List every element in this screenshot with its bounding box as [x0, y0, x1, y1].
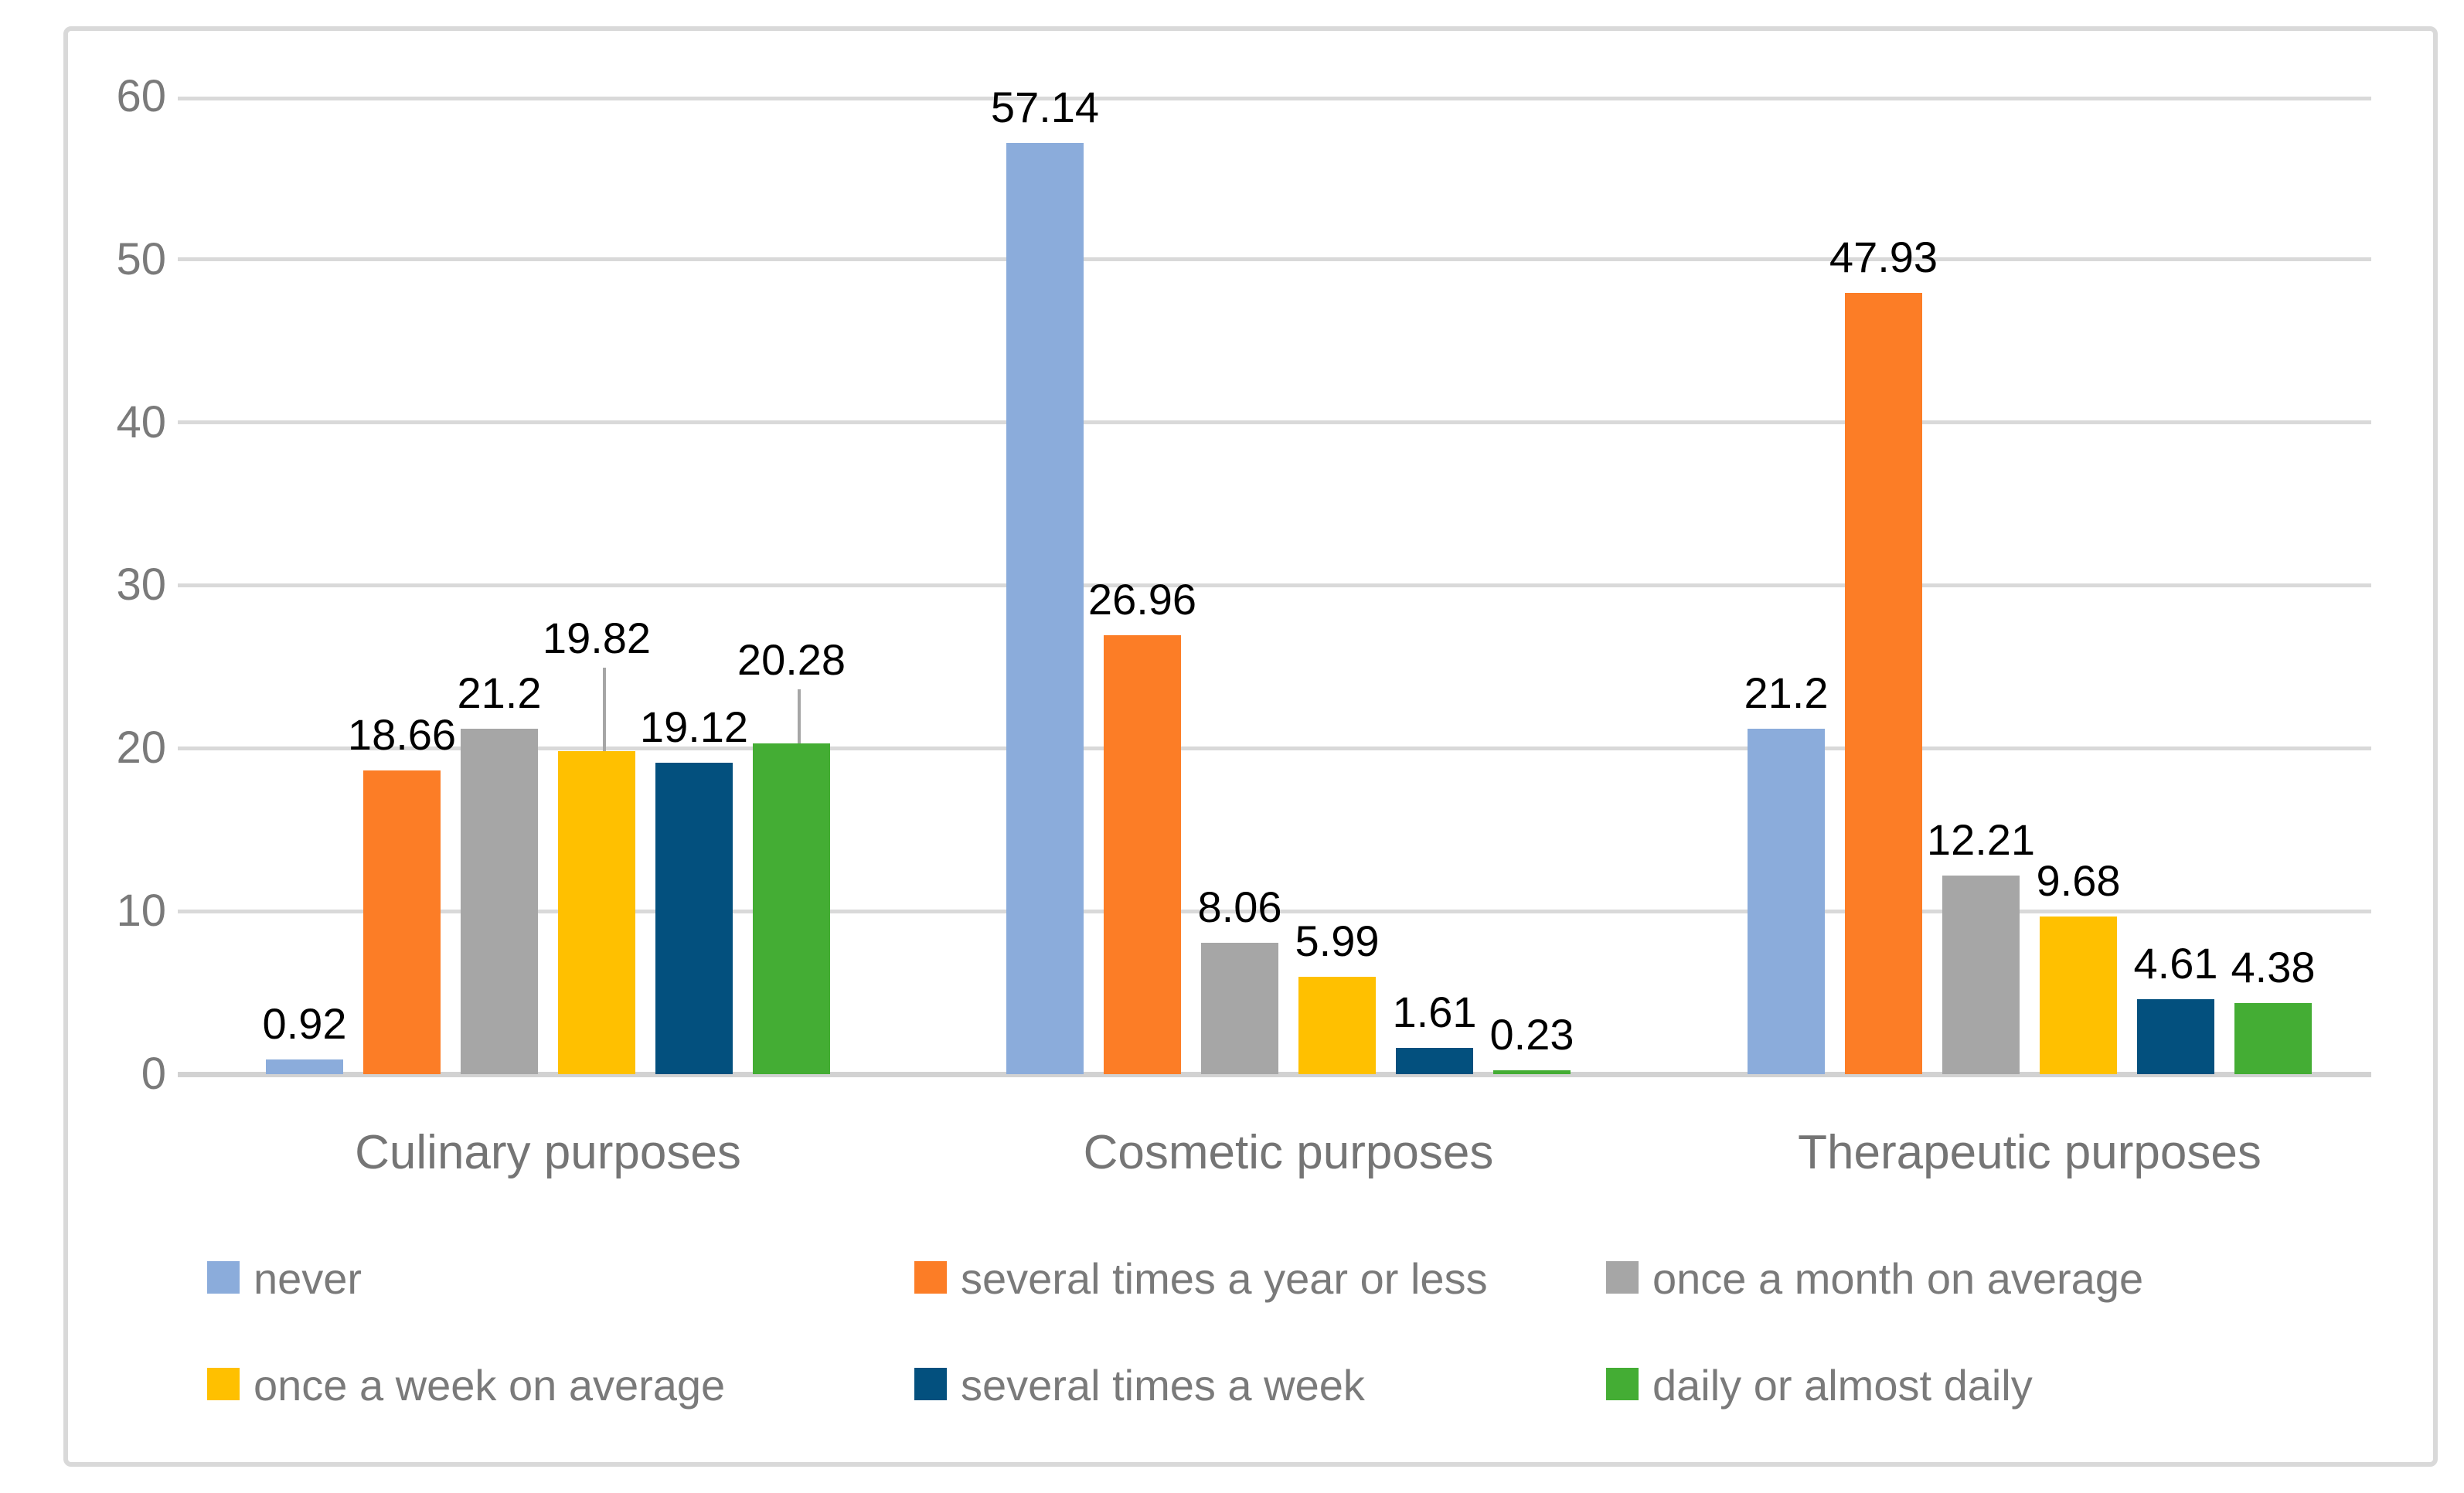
legend-item-never: never [207, 1253, 362, 1311]
legend-label-daily-or-almost-daily: daily or almost daily [1652, 1361, 2033, 1410]
data-label-4-cat-2: 4.61 [2133, 939, 2218, 988]
bar-4-cat-0 [655, 763, 733, 1074]
data-label-3-cat-0: 19.82 [542, 614, 652, 662]
bar-3-cat-0 [558, 751, 635, 1074]
legend-item-several-times-a-week: several times a week [914, 1360, 1365, 1417]
bar-4-cat-2 [2137, 999, 2214, 1074]
gridline-20 [178, 746, 2371, 750]
bar-1-cat-2 [1845, 293, 1922, 1074]
legend-swatch-never [207, 1261, 240, 1294]
label-leader-line-5-cat-0 [798, 689, 801, 743]
bar-group-1 [1006, 97, 1571, 1074]
y-tick-20: 20 [116, 723, 166, 773]
bar-0-cat-2 [1748, 729, 1825, 1074]
x-axis-baseline [178, 1072, 2371, 1077]
gridline-50 [178, 257, 2371, 261]
bar-1-cat-0 [363, 770, 441, 1074]
y-tick-10: 10 [116, 886, 166, 936]
bar-0-cat-1 [1006, 143, 1084, 1074]
bar-0-cat-0 [266, 1059, 343, 1074]
bar-2-cat-2 [1942, 876, 2020, 1074]
bar-group-2 [1748, 97, 2312, 1074]
data-label-4-cat-0: 19.12 [639, 702, 749, 751]
legend-label-once-a-month-on-average: once a month on average [1652, 1254, 2144, 1303]
data-label-1-cat-2: 47.93 [1829, 233, 1938, 281]
category-label-therapeutic: Therapeutic purposes [1798, 1126, 2262, 1179]
bar-2-cat-0 [461, 729, 538, 1074]
legend-swatch-daily-or-almost-daily [1606, 1368, 1639, 1400]
legend-swatch-several-times-a-year-or-less [914, 1261, 947, 1294]
data-label-0-cat-1: 57.14 [990, 83, 1100, 131]
bar-2-cat-1 [1201, 943, 1278, 1074]
legend-label-several-times-a-year-or-less: several times a year or less [961, 1254, 1488, 1303]
data-label-2-cat-0: 21.2 [457, 668, 542, 717]
y-tick-0: 0 [141, 1049, 166, 1099]
legend-item-once-a-month-on-average: once a month on average [1606, 1253, 2143, 1311]
data-label-0-cat-0: 0.92 [262, 999, 347, 1048]
legend-swatch-once-a-month-on-average [1606, 1261, 1639, 1294]
legend-label-never: never [254, 1254, 362, 1303]
data-label-4-cat-1: 1.61 [1392, 988, 1477, 1036]
data-label-5-cat-1: 0.23 [1489, 1010, 1574, 1059]
bar-group-0 [266, 97, 830, 1074]
gridline-30 [178, 583, 2371, 587]
label-leader-line-3-cat-0 [603, 668, 606, 751]
legend-item-once-a-week-on-average: once a week on average [207, 1360, 725, 1417]
legend-swatch-several-times-a-week [914, 1368, 947, 1400]
plot-area: 0.92 18.66 21.2 19.82 19.12 20.28 57.14 26.96 8.… [178, 83, 2371, 1077]
legend-label-once-a-week-on-average: once a week on average [254, 1361, 726, 1410]
bar-5-cat-2 [2234, 1003, 2312, 1074]
y-tick-50: 50 [116, 234, 166, 284]
bar-3-cat-1 [1298, 977, 1376, 1074]
gridline-60 [178, 97, 2371, 100]
legend-item-daily-or-almost-daily: daily or almost daily [1606, 1360, 2033, 1417]
gridline-10 [178, 910, 2371, 913]
data-label-2-cat-1: 8.06 [1197, 883, 1282, 931]
bar-5-cat-0 [753, 743, 830, 1074]
legend-swatch-once-a-week-on-average [207, 1368, 240, 1400]
y-tick-60: 60 [116, 71, 166, 121]
bar-5-cat-1 [1493, 1070, 1571, 1074]
y-tick-40: 40 [116, 397, 166, 447]
data-label-3-cat-1: 5.99 [1295, 917, 1380, 965]
data-label-1-cat-1: 26.96 [1087, 575, 1197, 624]
legend-label-several-times-a-week: several times a week [961, 1361, 1365, 1410]
y-tick-30: 30 [116, 559, 166, 610]
category-label-culinary: Culinary purposes [355, 1126, 741, 1179]
data-label-5-cat-2: 4.38 [2231, 943, 2316, 991]
bar-1-cat-1 [1104, 635, 1181, 1074]
data-label-1-cat-0: 18.66 [347, 710, 457, 759]
legend-item-several-times-a-year-or-less: several times a year or less [914, 1253, 1488, 1311]
data-label-5-cat-0: 20.28 [737, 635, 846, 684]
bar-4-cat-1 [1396, 1048, 1473, 1074]
gridline-40 [178, 420, 2371, 424]
data-label-0-cat-2: 21.2 [1744, 668, 1829, 717]
bar-3-cat-2 [2040, 917, 2117, 1074]
data-label-2-cat-2: 12.21 [1926, 815, 2036, 864]
data-label-3-cat-2: 9.68 [2036, 856, 2121, 905]
category-label-cosmetic: Cosmetic purposes [1083, 1126, 1494, 1179]
